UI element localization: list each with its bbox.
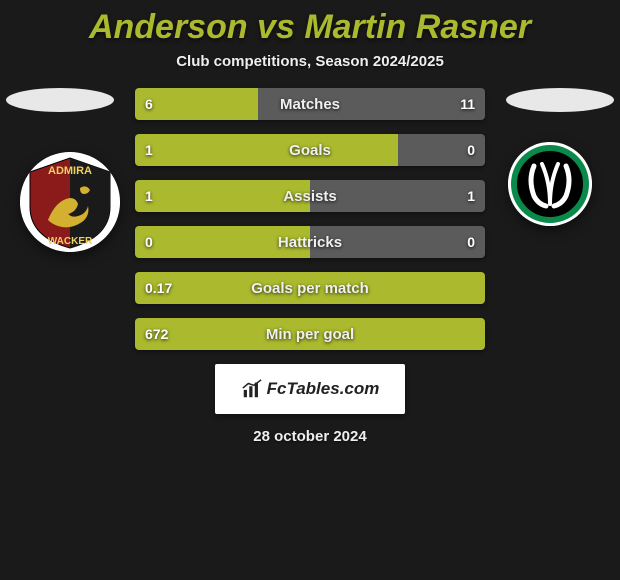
page-title: Anderson vs Martin Rasner bbox=[0, 0, 620, 47]
badge-left-text-bottom: WACKER bbox=[48, 236, 93, 247]
stat-row: Goals10 bbox=[135, 134, 485, 166]
stat-bar-right bbox=[310, 180, 485, 212]
country-ellipse-left bbox=[6, 88, 114, 112]
watermark: FcTables.com bbox=[215, 364, 405, 414]
badge-left-text-top: ADMIRA bbox=[48, 165, 92, 177]
stat-bar-left bbox=[135, 318, 485, 350]
chart-icon bbox=[241, 378, 263, 400]
stat-bar-right bbox=[310, 226, 485, 258]
stat-bars: Matches611 Goals10 Assists11 Hattricks00 Goa… bbox=[135, 88, 485, 350]
stat-row: Hattricks00 bbox=[135, 226, 485, 258]
stat-bar-right bbox=[398, 134, 486, 166]
date-label: 28 october 2024 bbox=[0, 428, 620, 445]
admira-wacker-badge-icon: ADMIRA WACKER bbox=[20, 152, 120, 252]
stat-bar-left bbox=[135, 226, 310, 258]
stat-row: Assists11 bbox=[135, 180, 485, 212]
subtitle: Club competitions, Season 2024/2025 bbox=[0, 53, 620, 70]
stat-bar-left bbox=[135, 88, 258, 120]
stat-bar-left bbox=[135, 180, 310, 212]
stat-row: Matches611 bbox=[135, 88, 485, 120]
watermark-text: FcTables.com bbox=[267, 379, 380, 399]
stat-bar-left bbox=[135, 134, 398, 166]
stat-bar-right bbox=[258, 88, 486, 120]
sv-ried-badge-icon bbox=[508, 142, 592, 226]
stat-bar-left bbox=[135, 272, 485, 304]
stat-row: Goals per match0.17 bbox=[135, 272, 485, 304]
club-badge-right bbox=[508, 142, 592, 226]
comparison-arena: ADMIRA WACKER Matches611 Goals10 Assists11… bbox=[0, 88, 620, 350]
country-ellipse-right bbox=[506, 88, 614, 112]
stat-row: Min per goal672 bbox=[135, 318, 485, 350]
club-badge-left: ADMIRA WACKER bbox=[20, 152, 120, 252]
